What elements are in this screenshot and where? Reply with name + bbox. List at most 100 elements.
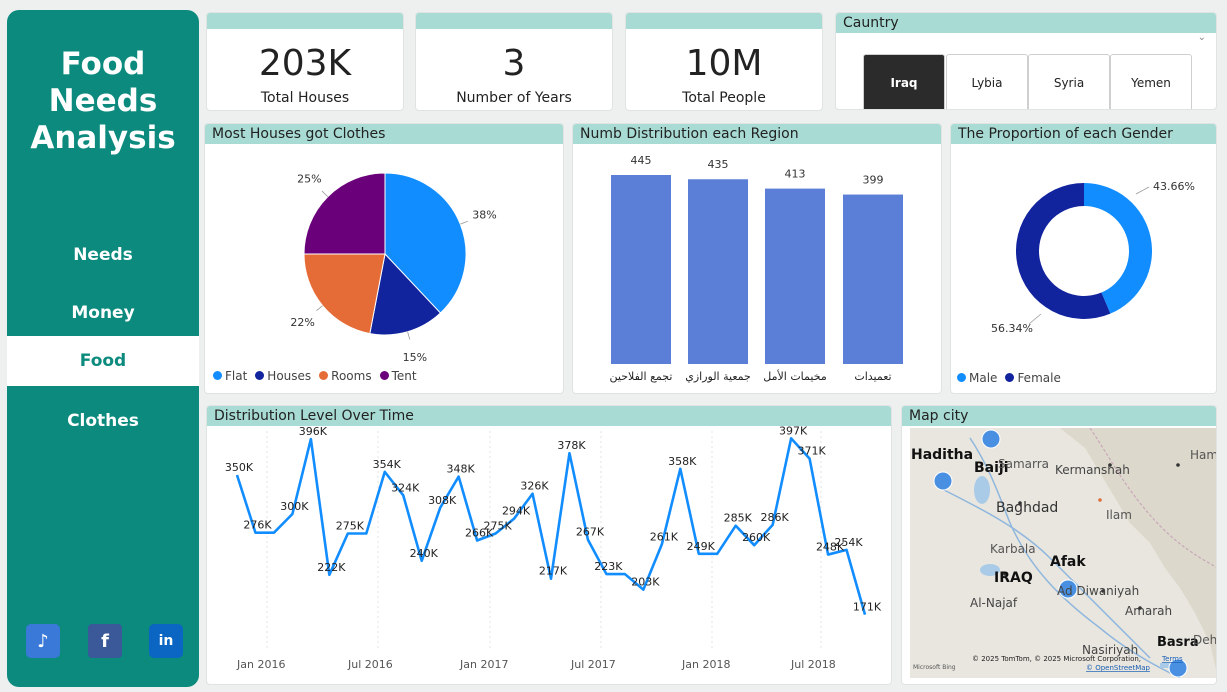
line-data-label: 275K bbox=[483, 520, 512, 533]
x-tick-label: Jan 2017 bbox=[459, 658, 508, 671]
gender-donut-card: The Proportion of each Gender 43.66% 56.3… bbox=[950, 123, 1217, 394]
pie-leader-line bbox=[321, 190, 329, 198]
line-data-label: 240K bbox=[410, 547, 439, 560]
facebook-icon[interactable]: f bbox=[88, 624, 122, 658]
series-line[interactable] bbox=[235, 437, 867, 615]
donut-slice-male[interactable] bbox=[1084, 183, 1152, 314]
kpi-label: Total Houses bbox=[260, 90, 350, 106]
line-data-label: 266K bbox=[465, 527, 494, 540]
clothes-pie-chart: 38% 15% 22% 25% bbox=[290, 172, 496, 363]
nav-needs[interactable]: Needs bbox=[73, 245, 133, 265]
nav-money[interactable]: Money bbox=[71, 303, 135, 323]
bar-1[interactable] bbox=[688, 179, 748, 364]
line-data-label: 261K bbox=[650, 530, 679, 543]
line-data-label: 358K bbox=[668, 455, 697, 468]
sidebar: Food Needs Analysis Needs Money Food Clo… bbox=[7, 10, 199, 687]
nav-food[interactable]: Food bbox=[7, 336, 199, 386]
kpi-header bbox=[207, 13, 403, 29]
pie-slice-flat[interactable] bbox=[384, 172, 467, 314]
line-data-label: 396K bbox=[299, 425, 328, 438]
map-label-ad-diwaniyah: Ad Diwaniyah bbox=[1057, 584, 1139, 598]
title-line-3: Analysis bbox=[30, 120, 176, 156]
card-title: Most Houses got Clothes bbox=[205, 124, 563, 144]
map-canvas[interactable]: Haditha Baiji Afak IRAQ Basra Samarra Ke… bbox=[910, 428, 1217, 678]
nav-clothes[interactable]: Clothes bbox=[67, 411, 139, 431]
bar-value-label: 399 bbox=[863, 174, 884, 187]
line-data-label: 308K bbox=[428, 494, 457, 507]
line-data-label: 294K bbox=[502, 505, 531, 518]
kpi-total-people: 10M Total People bbox=[625, 12, 823, 111]
pie-slice-houses[interactable] bbox=[369, 252, 442, 336]
map-label-dehl: Dehl bbox=[1193, 633, 1217, 647]
kpi-header bbox=[416, 13, 612, 29]
x-tick-label: Jan 2016 bbox=[236, 658, 285, 671]
slicer-option-yemen[interactable]: Yemen bbox=[1110, 54, 1192, 109]
pie-leader-line bbox=[460, 220, 468, 225]
line-data-label: 300K bbox=[280, 500, 309, 513]
line-data-label: 348K bbox=[447, 463, 476, 476]
map-label-ilam: Ilam bbox=[1106, 508, 1132, 522]
bar-3[interactable] bbox=[843, 194, 903, 364]
bar-category-label: تجمع الفلاحين bbox=[610, 370, 673, 383]
legend-female[interactable]: Female bbox=[1005, 371, 1061, 385]
map-label-samarra: Samarra bbox=[998, 457, 1049, 471]
map-label-al-najaf: Al-Najaf bbox=[970, 596, 1018, 610]
card-title: Numb Distribution each Region bbox=[573, 124, 941, 144]
bar-value-label: 435 bbox=[708, 158, 729, 171]
bar-value-label: 445 bbox=[631, 154, 652, 167]
legend-houses[interactable]: Houses bbox=[255, 369, 311, 383]
kpi-value: 10M bbox=[685, 43, 763, 84]
legend-rooms[interactable]: Rooms bbox=[319, 369, 372, 383]
map-label-haditha: Haditha bbox=[911, 447, 973, 463]
line-data-label: 249K bbox=[687, 540, 716, 553]
line-data-label: 203K bbox=[631, 576, 660, 589]
map-copyright: © 2025 TomTom, © 2025 Microsoft Corporat… bbox=[972, 655, 1141, 663]
line-data-label: 254K bbox=[834, 536, 863, 549]
line-data-label: 350K bbox=[225, 461, 254, 474]
clothes-legend: Flat Houses Rooms Tent bbox=[213, 369, 417, 383]
bar-category-label: جمعية الورازي bbox=[685, 370, 751, 383]
map-label-iraq: IRAQ bbox=[994, 570, 1033, 586]
tiktok-icon[interactable]: ♪ bbox=[26, 624, 60, 658]
slicer-option-lybia[interactable]: Lybia bbox=[946, 54, 1028, 109]
map-label-baiji: Baiji bbox=[974, 460, 1009, 476]
pie-label: 22% bbox=[290, 316, 314, 329]
map-label-nasiriyah: Nasiriyah bbox=[1082, 643, 1138, 657]
line-data-label: 286K bbox=[761, 511, 790, 524]
map-card: Map city Haditha Baiji Afak IRAQ Basra S… bbox=[901, 405, 1217, 685]
pie-slice-tent[interactable] bbox=[303, 172, 386, 255]
gender-donut-chart: 43.66% 56.34% bbox=[991, 180, 1195, 335]
region-bar-chart: 445 تجمع الفلاحين 435 جمعية الورازي 413 مخيما… bbox=[610, 154, 903, 383]
pie-slice-rooms[interactable] bbox=[303, 253, 386, 335]
line-data-label: 397K bbox=[779, 424, 808, 437]
linkedin-icon[interactable]: in bbox=[149, 624, 183, 658]
card-title: Map city bbox=[902, 406, 1216, 426]
time-line-chart: Jan 2016 Jul 2016 Jan 2017 Jul 2017 Jan 2018… bbox=[225, 424, 882, 671]
pie-leader-line bbox=[316, 305, 323, 312]
kpi-number-of-years: 3 Number of Years bbox=[415, 12, 613, 111]
x-tick-label: Jul 2016 bbox=[347, 658, 393, 671]
legend-male[interactable]: Male bbox=[957, 371, 997, 385]
legend-tent[interactable]: Tent bbox=[379, 369, 417, 383]
legend-flat[interactable]: Flat bbox=[213, 369, 247, 383]
donut-slice-female[interactable] bbox=[1016, 183, 1111, 319]
map-terms-link[interactable]: Terms bbox=[1161, 655, 1183, 663]
map-osm-link[interactable]: © OpenStreetMap bbox=[1086, 664, 1151, 672]
chevron-down-icon[interactable]: ⌄ bbox=[1197, 32, 1206, 43]
title-line-2: Needs bbox=[48, 83, 158, 119]
bar-0[interactable] bbox=[611, 175, 671, 364]
kpi-value: 3 bbox=[502, 43, 526, 84]
bing-logo: Microsoft Bing bbox=[913, 664, 956, 671]
line-data-label: 260K bbox=[742, 531, 771, 544]
bar-2[interactable] bbox=[765, 188, 825, 364]
map-label-basra: Basra bbox=[1157, 635, 1199, 650]
bar-category-label: تعميدات bbox=[854, 370, 891, 383]
slicer-option-iraq[interactable]: Iraq bbox=[863, 54, 945, 109]
slicer-option-syria[interactable]: Syria bbox=[1028, 54, 1110, 109]
card-title: Distribution Level Over Time bbox=[207, 406, 891, 426]
line-data-label: 222K bbox=[317, 561, 346, 574]
line-data-label: 276K bbox=[243, 519, 272, 532]
line-data-label: 378K bbox=[557, 439, 586, 452]
line-data-label: 371K bbox=[797, 445, 826, 458]
line-data-label: 267K bbox=[576, 526, 605, 539]
